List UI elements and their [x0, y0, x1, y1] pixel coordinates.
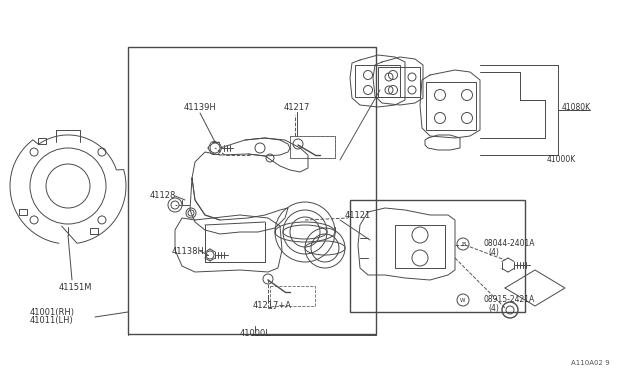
Text: 41151M: 41151M	[58, 283, 92, 292]
Bar	[426, 82, 476, 130]
Text: 08915-2421A: 08915-2421A	[484, 295, 535, 304]
Text: A110A02 9: A110A02 9	[572, 360, 610, 366]
Bar	[350, 200, 525, 312]
Text: 41001(RH): 41001(RH)	[29, 308, 74, 317]
Bar	[290, 136, 335, 158]
Text: 41139H: 41139H	[184, 103, 216, 112]
Bar	[290, 136, 335, 158]
Text: 41138H: 41138H	[172, 247, 204, 256]
Text: (4): (4)	[488, 247, 499, 257]
Text: 08044-2401A: 08044-2401A	[484, 238, 536, 247]
Text: 41011(LH): 41011(LH)	[30, 317, 74, 326]
Bar	[270, 286, 315, 306]
Bar	[128, 47, 376, 334]
Text: (4): (4)	[488, 304, 499, 312]
Text: 41080K: 41080K	[562, 103, 591, 112]
Bar	[19, 209, 27, 215]
Text: 41217: 41217	[284, 103, 310, 112]
Text: 41128: 41128	[150, 192, 176, 201]
Bar	[90, 228, 98, 234]
Text: W: W	[460, 298, 466, 302]
Bar	[355, 65, 400, 97]
Text: B: B	[461, 241, 465, 247]
Text: 41000K: 41000K	[547, 155, 576, 164]
Text: 41000L: 41000L	[239, 330, 271, 339]
Text: 41121: 41121	[345, 212, 371, 221]
Bar	[378, 67, 420, 97]
Text: 41217+A: 41217+A	[253, 301, 291, 310]
Bar	[38, 138, 46, 144]
